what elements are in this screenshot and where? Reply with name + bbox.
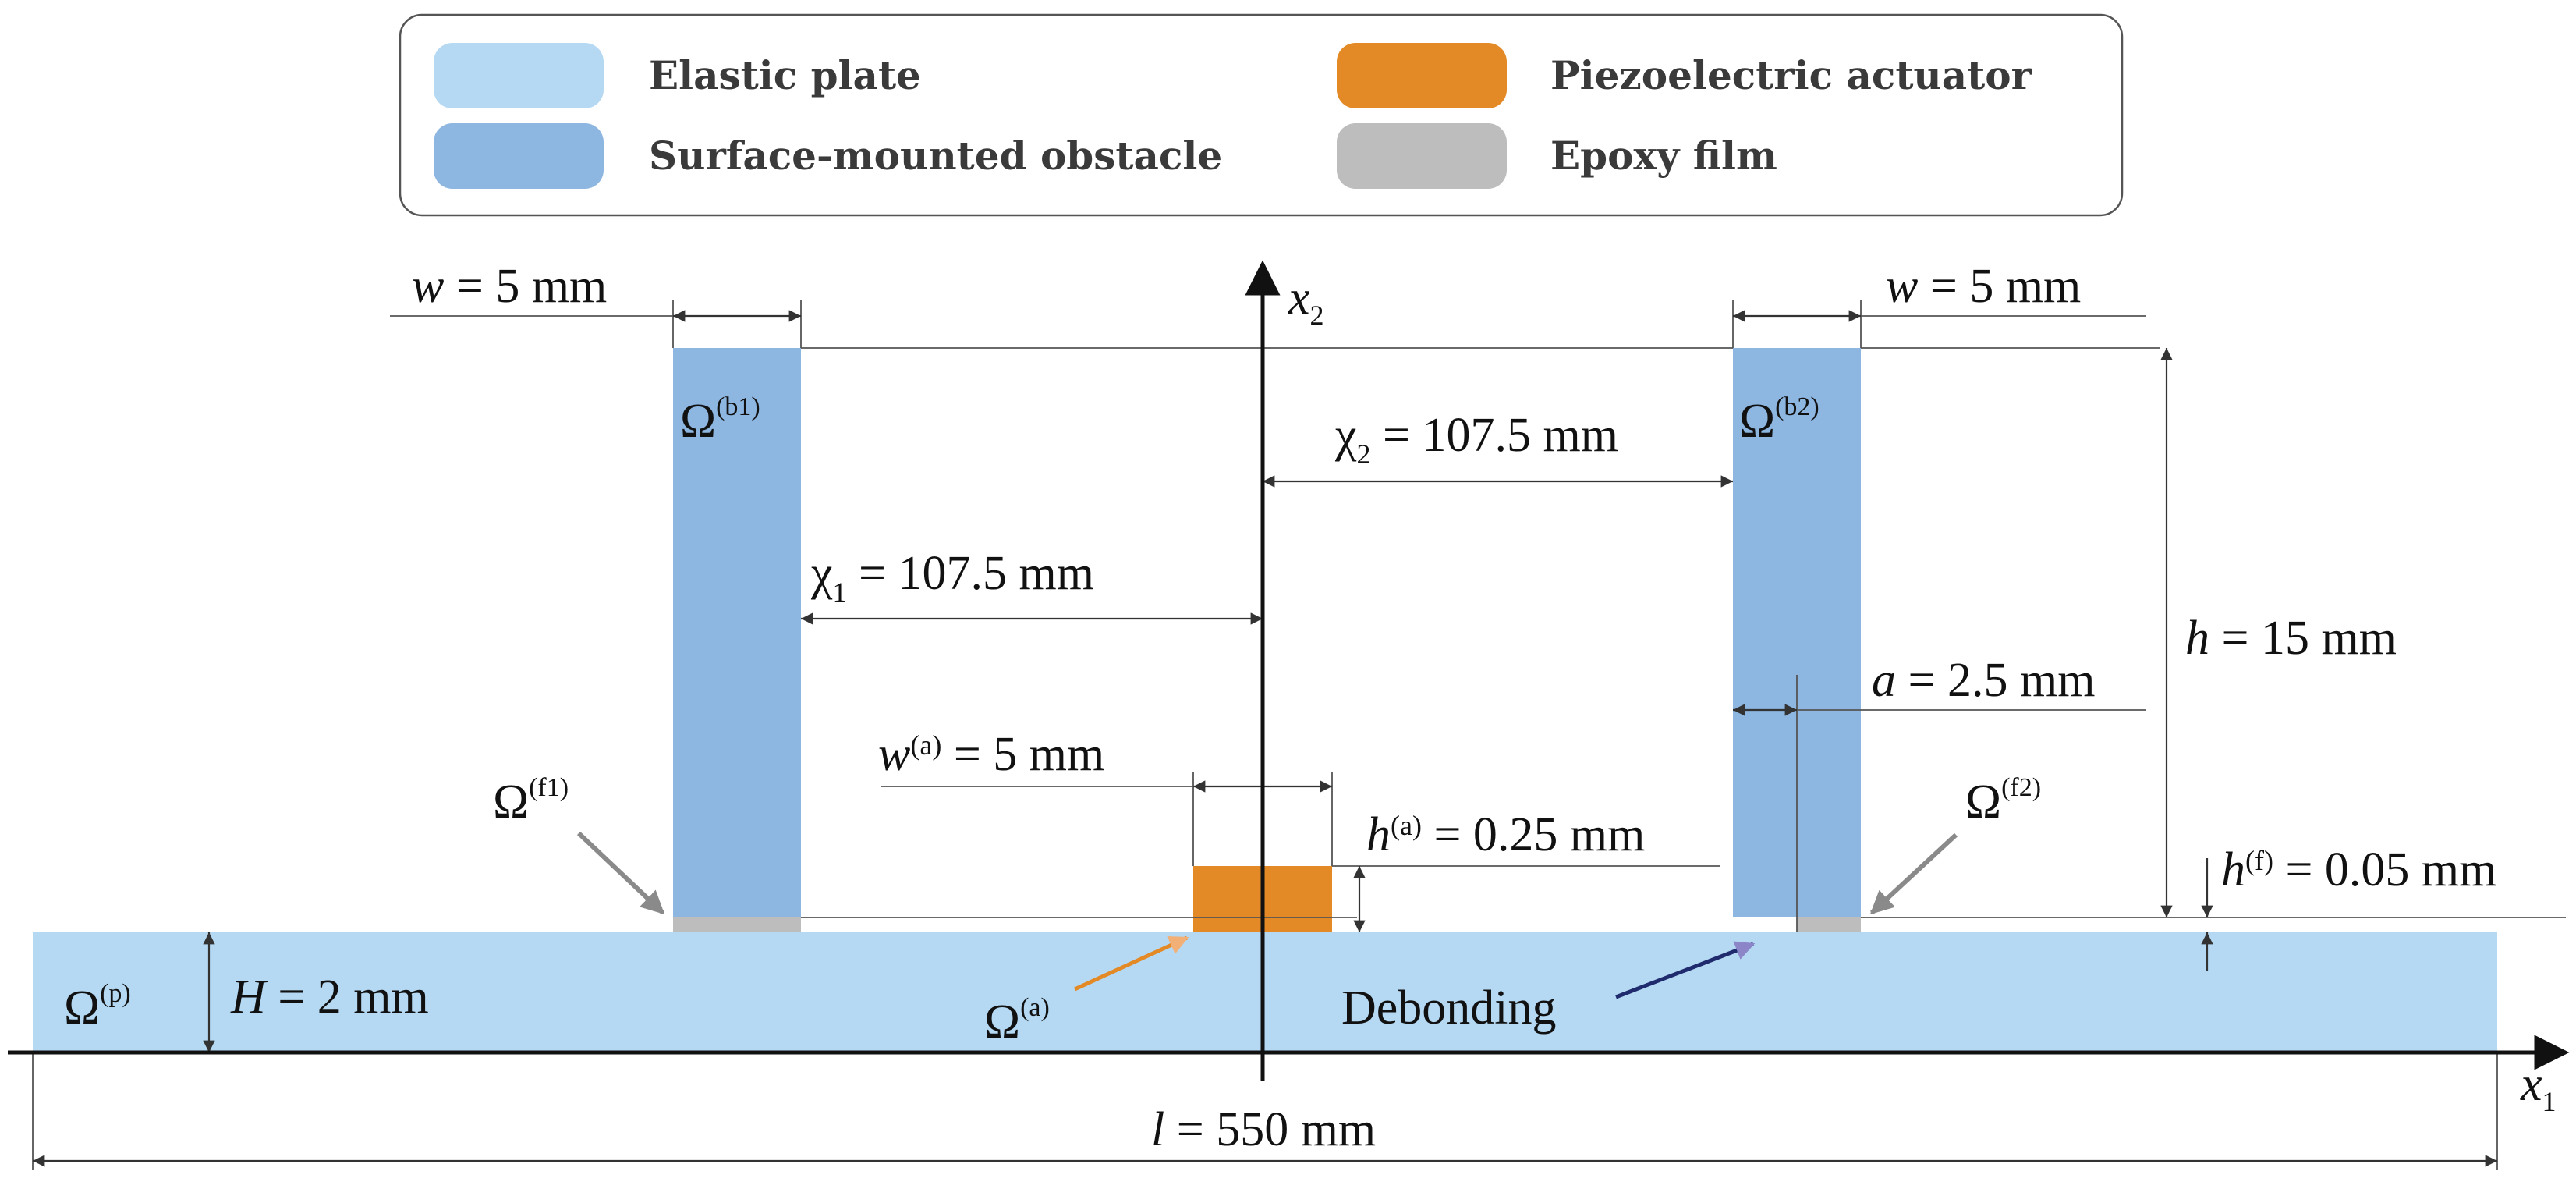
dim-hf: h(f) = 0.05 mm <box>2221 843 2496 896</box>
dim-a: a = 2.5 mm <box>1872 654 2095 707</box>
elastic-plate <box>33 932 2497 1052</box>
debonding-label: Debonding <box>1341 981 1557 1035</box>
dim-chi1: χ1 = 107.5 mm <box>810 547 1094 608</box>
dim-chi2: χ2 = 107.5 mm <box>1334 409 1618 470</box>
actuator-pointer-arrow <box>1073 935 1189 992</box>
film2-pointer-arrow <box>1869 832 1958 915</box>
dim-h: h = 15 mm <box>2185 612 2397 665</box>
dim-w-left: w = 5 mm <box>412 260 607 313</box>
omega-b1-label: Ω(b1) <box>680 392 760 448</box>
dim-wa: w(a) = 5 mm <box>878 728 1104 781</box>
legend-swatch-obstacle <box>434 123 604 189</box>
extension-lines <box>32 300 2566 1170</box>
omega-b2-label: Ω(b2) <box>1739 392 1819 448</box>
obstacle-left <box>673 348 801 917</box>
legend-swatch-epoxy <box>1337 123 1507 189</box>
x1-axis-label: x1 <box>2520 1058 2557 1117</box>
epoxy-film-left <box>673 917 801 932</box>
legend-swatch-elastic-plate <box>434 43 604 108</box>
debonding-pointer-arrow <box>1615 941 1756 999</box>
epoxy-film-right <box>1797 917 1861 932</box>
omega-p-label: Ω(p) <box>64 979 131 1035</box>
dim-w-right: w = 5 mm <box>1886 260 2081 313</box>
dim-H: H = 2 mm <box>230 971 429 1024</box>
legend-frame <box>399 13 2124 217</box>
omega-f2-label: Ω(f2) <box>1965 773 2041 829</box>
dim-l: l = 550 mm <box>1151 1103 1376 1156</box>
dim-ha: h(a) = 0.25 mm <box>1366 808 1645 861</box>
legend-label-actuator: Piezoelectric actuator <box>1550 52 2032 98</box>
omega-a-label: Ω(a) <box>984 993 1050 1049</box>
film1-pointer-arrow <box>576 831 665 915</box>
omega-f1-label: Ω(f1) <box>493 773 569 829</box>
legend-swatch-actuator <box>1337 43 1507 108</box>
legend-label-epoxy: Epoxy film <box>1550 133 1777 179</box>
legend-label-obstacle: Surface-mounted obstacle <box>649 133 1222 179</box>
legend: Elastic plate Surface-mounted obstacle P… <box>399 13 2124 217</box>
legend-label-elastic-plate: Elastic plate <box>649 52 921 98</box>
x2-axis-label: x2 <box>1288 271 1324 331</box>
dimension-arrows <box>33 310 2497 1167</box>
